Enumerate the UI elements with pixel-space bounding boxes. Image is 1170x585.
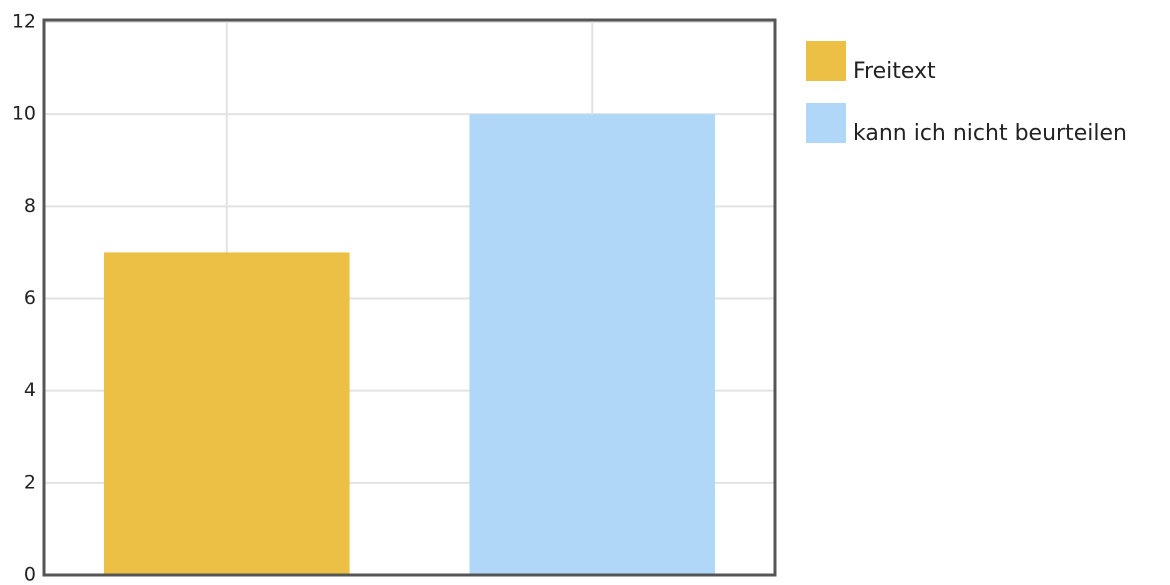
legend-swatch xyxy=(806,41,846,81)
y-tick-label: 2 xyxy=(24,471,36,493)
bar xyxy=(103,252,350,575)
y-tick-label: 0 xyxy=(24,564,36,582)
legend-label: Freitext xyxy=(853,59,936,84)
legend-swatch xyxy=(806,103,846,143)
y-tick-label: 6 xyxy=(24,287,36,309)
y-tick-label: 4 xyxy=(24,379,36,401)
legend-label: kann ich nicht beurteilen xyxy=(853,121,1127,146)
y-tick-label: 12 xyxy=(12,11,36,33)
y-tick-label: 8 xyxy=(24,195,36,217)
bar xyxy=(469,114,716,576)
plot-frame xyxy=(42,18,777,577)
y-tick-label: 10 xyxy=(12,103,36,125)
